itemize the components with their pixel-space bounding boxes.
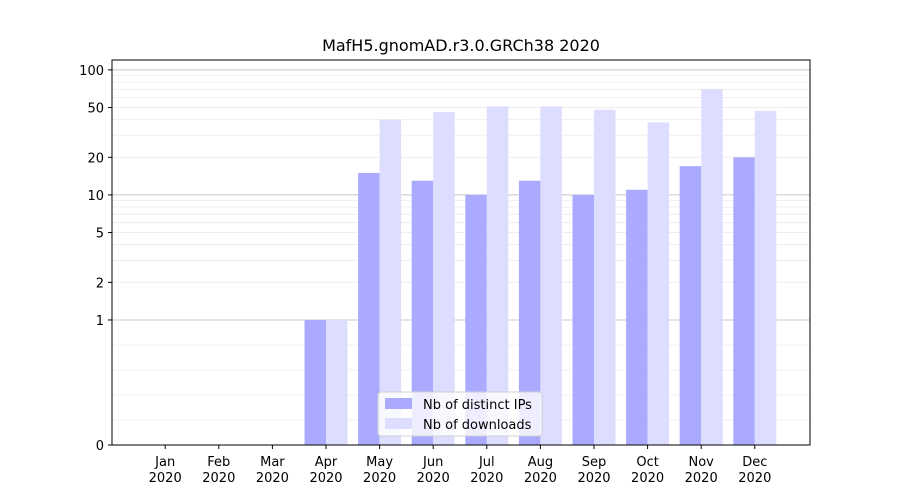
bar-downloads: [701, 89, 723, 445]
bar-distinct-ips: [626, 189, 648, 445]
bar-distinct-ips: [518, 180, 541, 445]
x-tick-label-line: 2020: [202, 471, 235, 486]
x-tick-label: Oct 2020: [631, 455, 664, 486]
plot-frame: [111, 59, 811, 446]
bar-downloads: [647, 122, 670, 445]
x-tick-label-line: Jul: [478, 455, 495, 470]
y-tick-label: 5: [96, 227, 104, 242]
x-tick-label: Nov 2020: [685, 455, 718, 486]
x-tick-label-line: Jan: [154, 455, 175, 470]
legend: Nb of distinct IPs Nb of downloads: [377, 391, 543, 437]
x-tick-label-line: 2020: [309, 471, 342, 486]
bar-distinct-ips: [411, 180, 434, 445]
bar-downloads: [754, 110, 777, 445]
x-tick-label: Jun 2020: [417, 455, 450, 486]
x-tick-label-line: 2020: [685, 471, 718, 486]
x-tick-label: Feb 2020: [202, 455, 235, 486]
legend-box: [377, 391, 543, 437]
x-tick-label-line: Aug: [528, 455, 553, 470]
y-tick-label: 50: [87, 102, 104, 117]
x-tick-label-line: 2020: [631, 471, 664, 486]
bar-distinct-ips: [572, 194, 594, 445]
x-tick-label: May 2020: [363, 455, 396, 486]
x-tick-label: Jul 2020: [470, 455, 503, 486]
x-tick-label-line: 2020: [470, 471, 503, 486]
x-tick-label-line: May: [366, 455, 393, 470]
x-tick-label-line: 2020: [363, 471, 396, 486]
y-axis: 0 1 2 5 10 20 50 100: [79, 64, 112, 454]
x-tick-label: Dec 2020: [738, 455, 771, 486]
y-tick-label: 100: [79, 64, 104, 79]
legend-label: Nb of distinct IPs: [423, 398, 532, 413]
bar-distinct-ips: [465, 194, 487, 445]
y-tick-label: 20: [87, 151, 104, 166]
x-tick-label-line: Jun: [422, 455, 443, 470]
x-tick-label: Apr 2020: [309, 455, 342, 486]
x-tick-label-line: Feb: [207, 455, 230, 470]
x-tick-label-line: 2020: [524, 471, 557, 486]
bars: [304, 89, 777, 446]
x-tick-label-line: Dec: [742, 455, 767, 470]
x-tick-label: Mar 2020: [256, 455, 289, 486]
x-tick-label-line: 2020: [417, 471, 450, 486]
bar-distinct-ips: [679, 166, 702, 445]
x-tick-label-line: 2020: [149, 471, 182, 486]
x-tick-label-line: 2020: [738, 471, 771, 486]
bar-downloads: [326, 319, 348, 445]
bar-downloads: [540, 106, 562, 445]
x-tick-label: Aug 2020: [524, 455, 557, 486]
x-tick-label-line: Sep: [582, 455, 607, 470]
legend-swatch: [385, 418, 412, 429]
y-tick-label: 0: [96, 439, 104, 454]
legend-swatch: [385, 398, 412, 409]
y-tick-label: 10: [87, 189, 104, 204]
x-tick-label: Sep 2020: [577, 455, 610, 486]
bar-distinct-ips: [304, 319, 326, 445]
bar-downloads: [433, 112, 455, 445]
x-tick-label-line: Apr: [315, 455, 338, 470]
bar-distinct-ips: [358, 172, 380, 445]
chart-title: MafH5.gnomAD.r3.0.GRCh38 2020: [322, 36, 600, 55]
legend-label: Nb of downloads: [423, 418, 532, 433]
x-tick-label: Jan 2020: [149, 455, 182, 486]
x-tick-label-line: 2020: [256, 471, 289, 486]
y-tick-label: 1: [96, 314, 104, 329]
bar-downloads: [486, 106, 509, 445]
bar-downloads: [379, 119, 402, 446]
x-tick-label-line: 2020: [577, 471, 610, 486]
bar-distinct-ips: [733, 157, 755, 445]
x-tick-label-line: Nov: [689, 455, 715, 470]
x-tick-label-line: Mar: [260, 455, 285, 470]
x-tick-label-line: Oct: [636, 455, 658, 470]
y-tick-label: 2: [96, 276, 104, 291]
bar-downloads: [594, 109, 616, 445]
